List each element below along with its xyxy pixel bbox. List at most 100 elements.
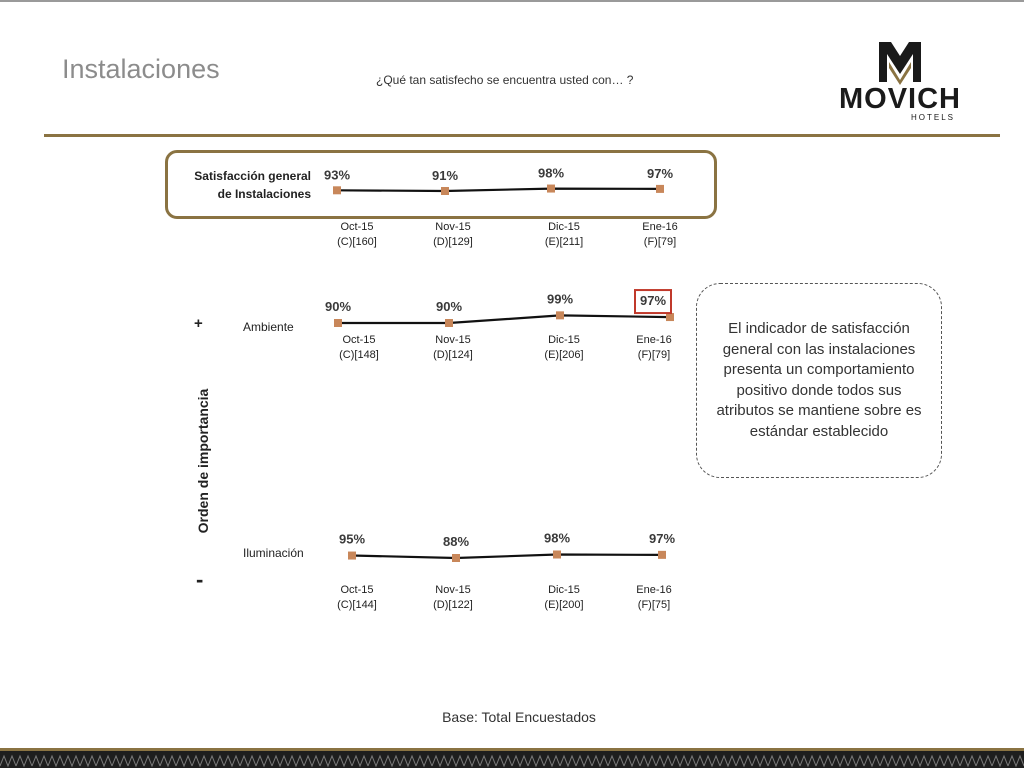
movich-hotels-logo: MOVICH HOTELS xyxy=(839,42,960,122)
data-point xyxy=(666,313,674,322)
footer-motif xyxy=(911,754,929,768)
footer-motif xyxy=(463,754,481,768)
footer-motif xyxy=(0,754,17,768)
footer-motif xyxy=(367,754,385,768)
footer-motif xyxy=(511,754,529,768)
base-count-label: (C)[160] xyxy=(337,236,377,248)
footer-motif xyxy=(575,754,593,768)
footer-motif xyxy=(1007,754,1024,768)
data-label: 90% xyxy=(436,299,462,314)
data-point xyxy=(553,550,561,559)
footer-motif xyxy=(95,754,113,768)
footer-pattern xyxy=(0,748,1024,768)
footer-motif xyxy=(607,754,625,768)
footer-band xyxy=(0,751,1024,768)
data-point xyxy=(658,550,666,559)
footer-motif xyxy=(655,754,673,768)
category-label: Ene-16 xyxy=(636,584,671,596)
footer-motif xyxy=(703,754,721,768)
top-rule xyxy=(0,0,1024,2)
data-label: 98% xyxy=(538,166,564,181)
data-label: 97% xyxy=(649,531,675,546)
data-label: 95% xyxy=(339,532,365,547)
footer-motif xyxy=(783,754,801,768)
footer-motif xyxy=(735,754,753,768)
data-label: 93% xyxy=(324,167,350,182)
footer-motif xyxy=(319,754,337,768)
base-count-label: (D)[124] xyxy=(433,349,473,361)
footer-motif xyxy=(831,754,849,768)
category-label: Ene-16 xyxy=(642,221,677,233)
category-label: Ene-16 xyxy=(636,334,671,346)
header-rule xyxy=(44,134,1000,137)
data-point xyxy=(441,187,449,195)
page-title: Instalaciones xyxy=(62,54,220,84)
footer-motif xyxy=(847,754,865,768)
logo-mark xyxy=(879,42,921,85)
survey-question: ¿Qué tan satisfecho se encuentra usted c… xyxy=(376,73,634,87)
base-count-label: (D)[122] xyxy=(433,599,473,611)
highlight-box xyxy=(634,289,672,315)
footer-motif xyxy=(479,754,497,768)
footer-motif xyxy=(447,754,465,768)
category-label: Oct-15 xyxy=(340,584,373,596)
footer-motif xyxy=(207,754,225,768)
data-label: 90% xyxy=(325,299,351,314)
footer-motif xyxy=(159,754,177,768)
base-count-label: (C)[144] xyxy=(337,599,377,611)
data-label: 97% xyxy=(640,293,666,308)
footer-motif xyxy=(127,754,145,768)
footer-motif xyxy=(591,754,609,768)
footer-motif xyxy=(639,754,657,768)
footer-motif xyxy=(751,754,769,768)
footer-motif xyxy=(895,754,913,768)
data-label: 97% xyxy=(647,166,673,181)
base-count-label: (C)[148] xyxy=(339,349,379,361)
footer-motif xyxy=(431,754,449,768)
chart-1: 90% Oct-15 (C)[148] 90% Nov-15 (D)[124] 99% Dic… xyxy=(325,289,674,361)
base-count-label: (F)[75] xyxy=(638,599,670,611)
footer-motif xyxy=(191,754,209,768)
importance-plus: + xyxy=(194,315,203,332)
footer-motif xyxy=(399,754,417,768)
row-label-iluminacion: Iluminación xyxy=(243,546,304,560)
footer-motif xyxy=(991,754,1009,768)
footer-motif xyxy=(527,754,545,768)
footer-motif xyxy=(959,754,977,768)
data-point xyxy=(547,184,555,193)
footer-motif xyxy=(543,754,561,768)
footer-motif xyxy=(719,754,737,768)
base-count-label: (D)[129] xyxy=(433,236,473,248)
footer-motif xyxy=(495,754,513,768)
footer-rule xyxy=(0,748,1024,751)
footer-motif xyxy=(303,754,321,768)
summary-label-line2: de Instalaciones xyxy=(217,187,311,201)
series-line xyxy=(351,553,663,560)
category-label: Oct-15 xyxy=(342,334,375,346)
footer-motif xyxy=(623,754,641,768)
footer-motif xyxy=(287,754,305,768)
footer-motif xyxy=(383,754,401,768)
footer-motif xyxy=(63,754,81,768)
footer-motif xyxy=(927,754,945,768)
footer-motif xyxy=(271,754,289,768)
data-point xyxy=(348,551,356,560)
category-label: Dic-15 xyxy=(548,584,580,596)
base-count-label: (E)[211] xyxy=(545,236,583,248)
footer-motif xyxy=(687,754,705,768)
category-label: Nov-15 xyxy=(435,221,470,233)
logo-subtext: HOTELS xyxy=(911,113,955,122)
insight-note: El indicador de satisfacción general con… xyxy=(696,283,942,478)
data-label: 98% xyxy=(544,531,570,546)
base-count-label: (E)[200] xyxy=(544,599,583,611)
footer-motif xyxy=(815,754,833,768)
category-label: Oct-15 xyxy=(340,221,373,233)
importance-axis-title: Orden de importancia xyxy=(195,388,211,534)
footer-motif xyxy=(79,754,97,768)
footer-motif xyxy=(671,754,689,768)
base-note: Base: Total Encuestados xyxy=(442,709,596,725)
data-label: 91% xyxy=(432,168,458,183)
footer-motif xyxy=(943,754,961,768)
importance-minus: - xyxy=(196,567,204,592)
footer-motif xyxy=(351,754,369,768)
